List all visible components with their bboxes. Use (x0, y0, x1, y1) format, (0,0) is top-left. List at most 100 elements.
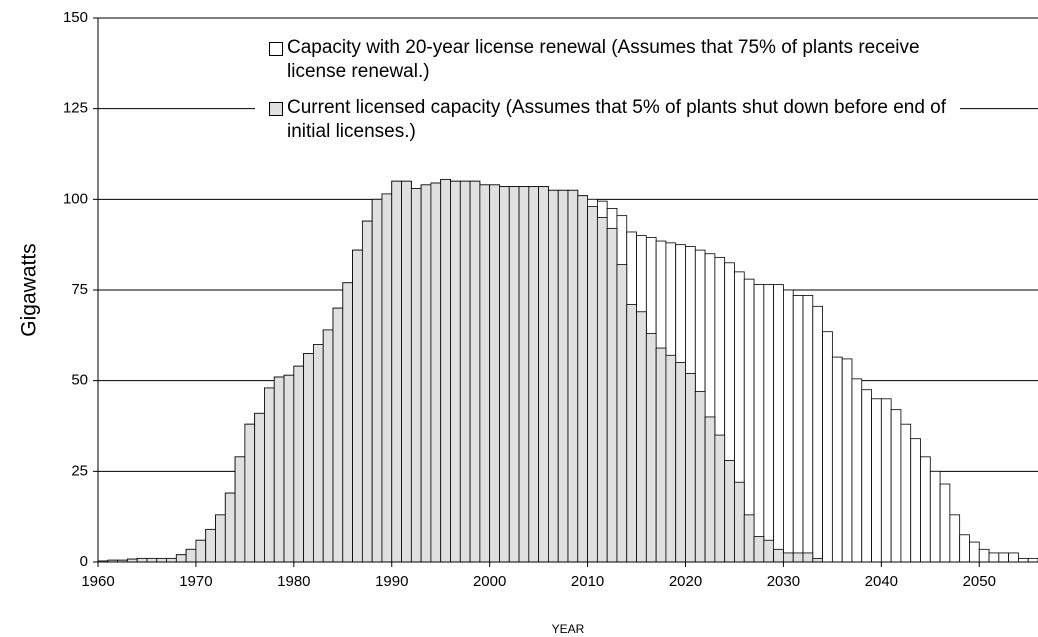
x-tick-label: 2040 (865, 573, 898, 590)
x-tick-label: 2030 (767, 573, 800, 590)
bar (166, 557, 177, 563)
bar (773, 548, 784, 563)
y-axis-label: Gigawatts (18, 243, 41, 336)
bar (812, 305, 823, 563)
bar (626, 304, 637, 563)
bar (215, 514, 226, 563)
bar (322, 329, 334, 563)
bar (1008, 552, 1019, 563)
bar (851, 378, 863, 563)
bar (939, 483, 951, 563)
bar (440, 178, 451, 563)
bar (900, 423, 912, 563)
x-tick-label: 1960 (81, 573, 114, 590)
bar (332, 307, 344, 563)
bar (528, 186, 540, 563)
bar (596, 217, 608, 563)
bar (783, 552, 794, 563)
bar (861, 389, 872, 563)
bar (763, 539, 775, 563)
bar (734, 481, 745, 563)
bar (802, 552, 814, 563)
bar (567, 189, 579, 563)
bar (381, 193, 393, 563)
y-tick-label: 125 (63, 100, 88, 117)
x-tick-label: 1990 (375, 573, 408, 590)
bar (978, 548, 990, 563)
bar (871, 398, 882, 563)
bar (763, 284, 775, 563)
x-axis-label: YEAR (552, 622, 585, 636)
bar (1027, 557, 1038, 563)
bar (234, 456, 246, 563)
bar (156, 557, 167, 563)
legend-label: Current licensed capacity (Assumes that … (287, 97, 947, 142)
bar (616, 264, 628, 563)
legend: Capacity with 20-year license renewal (A… (255, 36, 960, 166)
bar (753, 536, 765, 563)
bar (920, 456, 931, 563)
bar (753, 284, 765, 563)
bar (675, 362, 686, 563)
y-tick-label: 100 (63, 190, 88, 207)
bar (724, 460, 735, 563)
bar (841, 358, 853, 563)
bar (244, 423, 256, 563)
bar (450, 180, 461, 563)
bar (557, 189, 569, 563)
legend-entry: Capacity with 20-year license renewal (A… (255, 36, 960, 84)
bar (655, 347, 667, 563)
bar (469, 180, 481, 563)
bar (587, 206, 598, 563)
bar (645, 333, 657, 563)
y-tick-label: 150 (63, 9, 88, 26)
bar (910, 438, 921, 563)
bar (714, 434, 726, 563)
bar (665, 354, 677, 563)
x-tick-label: 2020 (669, 573, 702, 590)
bar (361, 220, 373, 563)
bar (401, 180, 412, 563)
bar (959, 534, 970, 563)
legend-entry: Current licensed capacity (Assumes that … (255, 96, 960, 144)
bar (792, 552, 804, 563)
bar (538, 186, 549, 563)
bar (783, 289, 794, 563)
bar (685, 373, 696, 563)
bar (224, 492, 236, 563)
bar (773, 284, 784, 563)
bar (969, 541, 980, 563)
bar (293, 365, 305, 563)
bar (479, 184, 491, 563)
bar (283, 374, 295, 563)
bar (195, 539, 207, 563)
bar (802, 295, 814, 563)
legend-swatch (269, 102, 283, 116)
bar (508, 186, 520, 563)
y-tick-label: 75 (71, 281, 88, 298)
bar (988, 552, 1000, 563)
bar (175, 554, 187, 563)
bar (391, 180, 402, 563)
bar (303, 353, 314, 563)
bar (254, 412, 265, 563)
y-tick-label: 25 (71, 462, 88, 479)
bar (410, 188, 422, 563)
x-tick-label: 2010 (571, 573, 604, 590)
x-tick-label: 1970 (179, 573, 212, 590)
bar (548, 189, 559, 563)
bar (352, 249, 363, 563)
x-tick-label: 2050 (963, 573, 996, 590)
bar (949, 514, 961, 563)
bar (136, 557, 148, 563)
bar (636, 311, 647, 563)
bar (743, 514, 755, 563)
bar (929, 470, 941, 563)
bar (371, 198, 383, 563)
bar (606, 227, 618, 563)
bar (890, 409, 902, 563)
x-tick-label: 2000 (473, 573, 506, 590)
bar (273, 376, 285, 563)
bar (822, 331, 833, 563)
bar (518, 186, 530, 563)
